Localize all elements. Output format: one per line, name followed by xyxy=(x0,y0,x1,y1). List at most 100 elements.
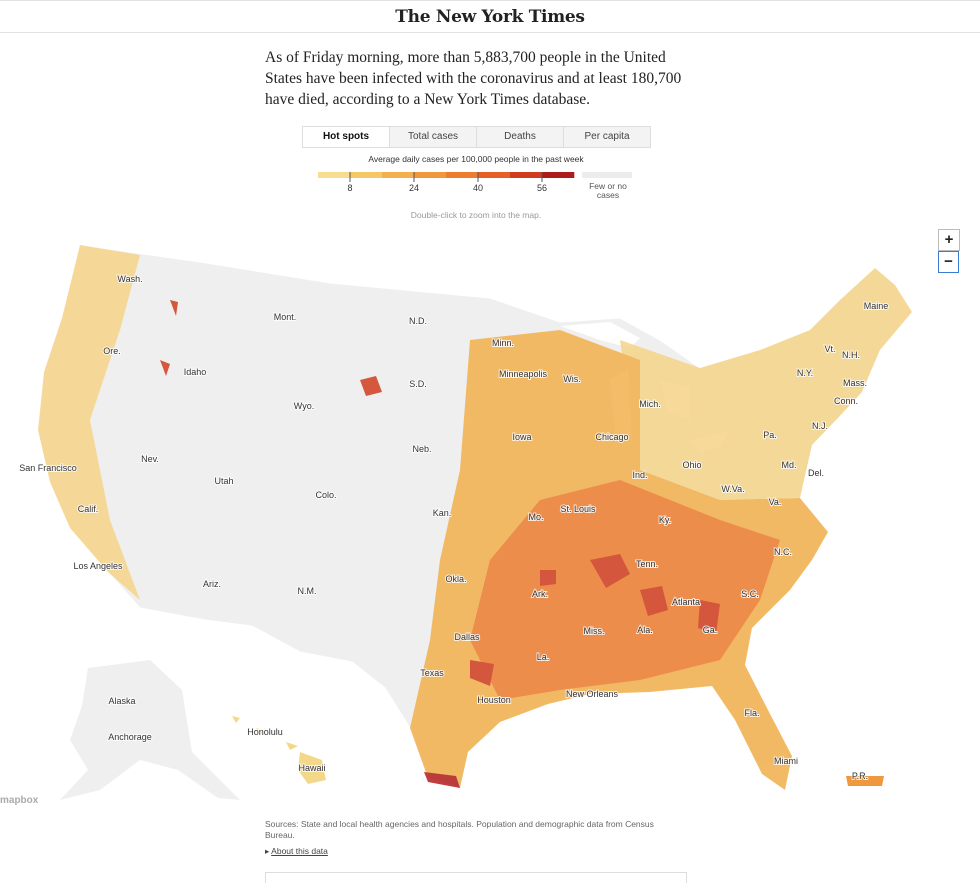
logo: The New York Times xyxy=(395,7,585,27)
place-label: Alaska xyxy=(108,696,135,706)
place-label: Chicago xyxy=(595,432,628,442)
place-label: Dallas xyxy=(454,632,480,642)
tab[interactable]: Total cases xyxy=(389,127,476,147)
shade xyxy=(424,772,460,788)
place-label: Mass. xyxy=(843,378,867,388)
puerto-rico xyxy=(846,776,884,786)
legend-swatch xyxy=(350,172,383,178)
sources: Sources: State and local health agencies… xyxy=(265,819,654,840)
legend-tick-label: 8 xyxy=(347,183,352,193)
tab-bar: Hot spots Total cases Deaths Per capita xyxy=(302,126,651,148)
place-label: Mo. xyxy=(528,512,543,522)
place-label: N.J. xyxy=(812,421,828,431)
place-label: N.Y. xyxy=(797,368,813,378)
place-label: Okla. xyxy=(445,574,466,584)
place-label: Ky. xyxy=(659,515,671,525)
shade xyxy=(470,480,780,700)
legend-swatch xyxy=(318,172,351,178)
place-label: Tenn. xyxy=(636,559,658,569)
place-label: N.C. xyxy=(774,547,792,557)
place-labels: Wash. Mont. N.D. Minn. Ore. Idaho S.D. Minneapo… xyxy=(18,273,889,782)
legend-tick-label: 24 xyxy=(409,183,419,193)
place-label: St. Louis xyxy=(560,504,596,514)
place-label: Atlanta xyxy=(672,597,700,607)
place-label: Conn. xyxy=(834,396,858,406)
legend-tick-label: 40 xyxy=(473,183,483,193)
about-link[interactable]: ▸ About this data xyxy=(265,846,328,856)
place-label: Ark. xyxy=(532,589,548,599)
place-label: Minneapolis xyxy=(499,369,548,379)
place-label: Ohio xyxy=(682,460,701,470)
legend-swatch xyxy=(478,172,511,178)
place-label: Kan. xyxy=(433,508,452,518)
zoom-out[interactable]: − xyxy=(938,251,959,273)
place-label: S.D. xyxy=(409,379,427,389)
place-label: Minn. xyxy=(492,338,514,348)
place-label: Md. xyxy=(781,460,796,470)
zoom-controls: + − xyxy=(938,229,960,273)
place-label: Miami xyxy=(774,756,798,766)
place-label: Colo. xyxy=(315,490,336,500)
place-label: Ariz. xyxy=(203,579,221,589)
legend-swatch xyxy=(446,172,479,178)
bottom-box xyxy=(265,872,687,883)
place-label: Mich. xyxy=(639,399,661,409)
place-label: La. xyxy=(537,652,550,662)
place-label: Nev. xyxy=(141,454,159,464)
legend-no-data-label: Few or no cases xyxy=(589,181,627,200)
legend-swatch xyxy=(510,172,543,178)
place-label: N.D. xyxy=(409,316,427,326)
header: The New York Times xyxy=(0,0,980,33)
legend-tick-label: 56 xyxy=(537,183,547,193)
tab[interactable]: Per capita xyxy=(563,127,650,147)
intro-text: As of Friday morning, more than 5,883,70… xyxy=(265,49,682,108)
legend-title: Average daily cases per 100,000 people i… xyxy=(368,154,584,164)
place-label: New Orleans xyxy=(566,689,619,699)
place-label: Iowa xyxy=(512,432,531,442)
zoom-in[interactable]: + xyxy=(938,229,960,251)
place-label: Wis. xyxy=(563,374,581,384)
shade xyxy=(620,268,912,500)
place-label: Texas xyxy=(420,668,444,678)
place-label: Houston xyxy=(477,695,511,705)
place-label: Hawaii xyxy=(298,763,325,773)
tab[interactable]: Hot spots xyxy=(303,127,389,147)
legend-no-data xyxy=(582,172,632,178)
about-text[interactable]: About this data xyxy=(271,846,328,856)
place-label: Honolulu xyxy=(247,727,283,737)
tab[interactable]: Deaths xyxy=(476,127,563,147)
alaska xyxy=(60,660,240,800)
place-label: Anchorage xyxy=(108,732,152,742)
place-label: Wash. xyxy=(117,274,142,284)
legend-swatch xyxy=(542,172,575,178)
legend-swatch xyxy=(382,172,415,178)
place-label: N.M. xyxy=(298,586,317,596)
place-label: N.H. xyxy=(842,350,860,360)
place-label: Miss. xyxy=(584,626,605,636)
hawaii xyxy=(232,716,326,784)
legend: 8 24 40 56 Few or no cases xyxy=(318,172,632,200)
place-label: Ala. xyxy=(637,625,653,635)
place-label: Neb. xyxy=(412,444,431,454)
legend-swatch xyxy=(414,172,447,178)
place-label: Los Angeles xyxy=(73,561,123,571)
place-label: Utah xyxy=(214,476,233,486)
place-label: Vt. xyxy=(824,344,835,354)
place-label: Idaho xyxy=(184,367,207,377)
place-label: Fla. xyxy=(744,708,759,718)
place-label: S.C. xyxy=(741,589,759,599)
place-label: Pa. xyxy=(763,430,777,440)
place-label: Maine xyxy=(864,301,889,311)
place-label: P.R. xyxy=(852,771,868,781)
attribution: mapbox xyxy=(0,795,39,806)
place-label: Calif. xyxy=(78,504,99,514)
place-label: Del. xyxy=(808,468,824,478)
shade xyxy=(38,245,140,600)
place-label: Mont. xyxy=(274,312,297,322)
place-label: Va. xyxy=(769,497,782,507)
place-label: Ga. xyxy=(703,625,718,635)
hint: Double-click to zoom into the map. xyxy=(411,210,541,220)
place-label: Wyo. xyxy=(294,401,314,411)
